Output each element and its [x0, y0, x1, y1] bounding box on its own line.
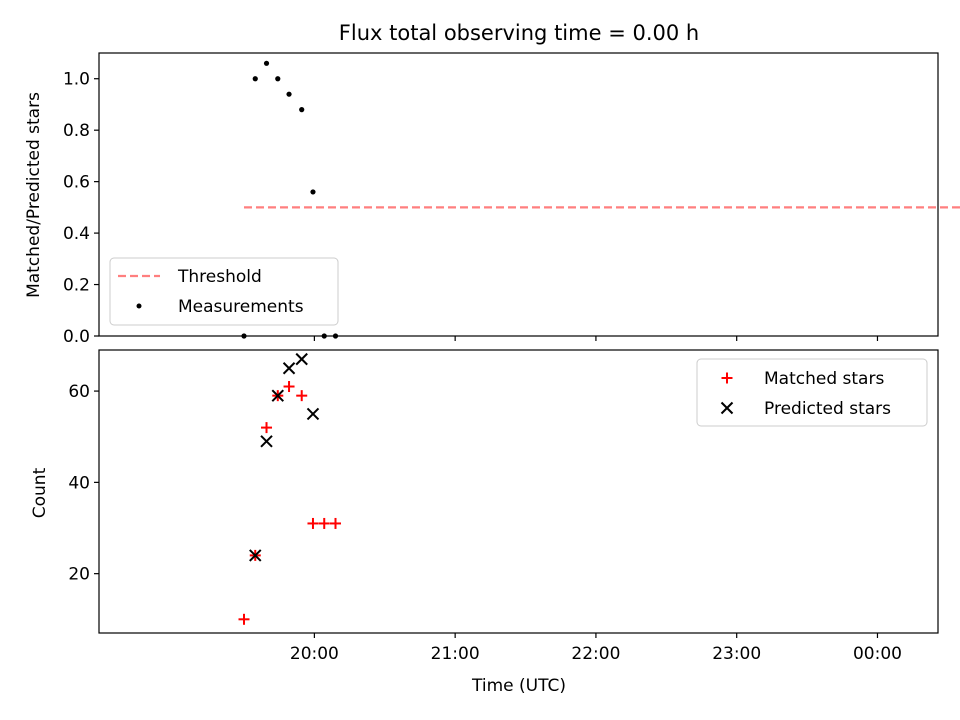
predicted-star-point [271, 389, 284, 402]
matched-star-point [296, 390, 308, 402]
measurement-point [332, 333, 339, 339]
legend-measurements-swatch [136, 303, 142, 309]
y-tick-label: 0.2 [63, 276, 90, 296]
predicted-star-point [260, 435, 273, 448]
measurements-series [241, 60, 339, 339]
matched-star-point [238, 613, 250, 625]
x-tick-label: 21:00 [431, 644, 480, 664]
legend-measurements-label: Measurements [178, 297, 304, 317]
x-axis-label: Time (UTC) [471, 676, 566, 696]
measurement-point [241, 333, 247, 339]
legend-threshold-label: Threshold [177, 267, 262, 287]
matched-star-point [307, 517, 319, 529]
predicted-star-point [295, 352, 308, 366]
measurement-point [275, 76, 281, 82]
predicted-star-point [249, 549, 262, 562]
matched-star-point [261, 422, 273, 434]
bottom-x-axis: 20:0021:0022:0023:0000:0001:0002:0003:00… [290, 633, 902, 664]
predicted-star-point [282, 362, 296, 375]
bottom-y-axis-label: Count [30, 467, 50, 518]
top-legend: Threshold Measurements [109, 257, 339, 326]
top-x-ticks [313, 336, 879, 341]
x-tick-label: 23:00 [712, 644, 761, 664]
bottom-legend: Matched stars Predicted stars [696, 358, 928, 427]
legend-plus-marker [721, 372, 733, 384]
legend-matched-swatch [721, 372, 733, 384]
measurement-point [252, 76, 258, 82]
y-tick-label: 0.6 [63, 173, 90, 193]
measurement-point [286, 91, 292, 97]
y-tick-label: 0.8 [63, 121, 90, 141]
chart-title: Flux total observing time = 0.00 h [339, 21, 699, 45]
predicted-star-point [306, 407, 320, 421]
bottom-y-axis: 20 40 60 [68, 382, 99, 585]
y-tick-label: 1.0 [63, 70, 90, 90]
y-tick-label: 40 [68, 473, 90, 493]
legend-x-marker [720, 401, 734, 415]
measurement-point [310, 189, 316, 195]
top-y-axis-label: Matched/Predicted stars [24, 92, 44, 298]
matched-star-point [283, 381, 295, 393]
measurement-point [263, 60, 270, 66]
y-tick-label: 0.0 [63, 327, 90, 347]
count-series [238, 352, 341, 625]
matched-star-point [329, 517, 341, 529]
top-legend-box [109, 257, 339, 326]
legend-predicted-swatch [720, 401, 734, 415]
legend-predicted-label: Predicted stars [764, 399, 891, 419]
measurement-point [299, 107, 305, 113]
y-tick-label: 60 [68, 382, 90, 402]
x-tick-label: 20:00 [290, 644, 339, 664]
matched-star-point [318, 517, 330, 529]
bottom-plot-frame [98, 349, 939, 634]
top-y-axis: 0.0 0.2 0.4 0.6 0.8 1.0 [63, 70, 99, 347]
top-plot-frame [98, 52, 939, 337]
legend-matched-label: Matched stars [764, 369, 884, 389]
y-tick-label: 20 [68, 565, 90, 585]
x-tick-label: 22:00 [571, 644, 620, 664]
y-tick-label: 0.4 [63, 224, 90, 244]
x-tick-label: 00:00 [853, 644, 902, 664]
bottom-legend-box [696, 358, 928, 427]
measurement-point [321, 333, 327, 339]
